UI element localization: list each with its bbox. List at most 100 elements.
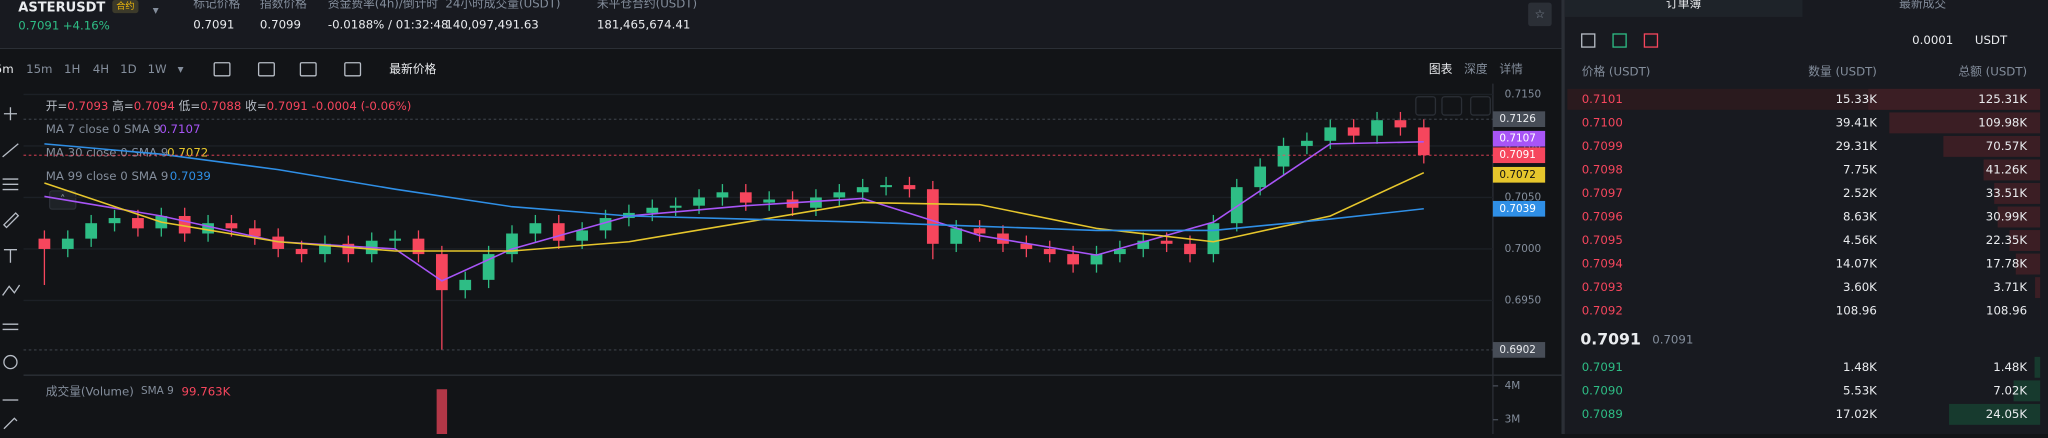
stat-label: 指数价格: [260, 0, 307, 10]
book-price: 0.7101: [1582, 92, 1623, 106]
candle-body: [459, 280, 471, 290]
view-tab[interactable]: 详情: [1499, 62, 1523, 76]
y-tick-label: 3M: [1505, 414, 1521, 426]
book-qty: 4.56K: [1843, 233, 1877, 247]
price-type[interactable]: 最新价格: [389, 62, 436, 76]
interval[interactable]: 1H: [64, 62, 80, 76]
tick-size[interactable]: 0.0001: [1912, 33, 1953, 47]
candle-body: [904, 185, 916, 189]
book-total: 30.99K: [1986, 209, 2028, 223]
book-price: 0.7092: [1582, 304, 1623, 318]
y-tick-label: 4M: [1505, 380, 1521, 392]
ohlc-part: 开=: [46, 98, 68, 112]
ohlc-part: 收=: [245, 98, 267, 112]
change: +4.16%: [63, 19, 110, 33]
column-header: 总额 (USDT): [1958, 64, 2027, 78]
last-price: 0.7091: [1580, 329, 1640, 348]
candle-body: [62, 239, 74, 249]
book-total: 109.98K: [1978, 115, 2027, 129]
unit[interactable]: USDT: [1975, 33, 2008, 47]
book-qty: 1.48K: [1843, 360, 1877, 374]
candle-body: [763, 200, 775, 203]
volume-sma: SMA 9: [141, 385, 174, 397]
interval[interactable]: 5m: [0, 62, 14, 76]
ohlc-part: -0.0004 (-0.06%): [312, 98, 412, 112]
book-qty: 108.96: [1836, 304, 1877, 318]
volume-bar: [437, 389, 447, 434]
y-tick-label: 0.7150: [1505, 88, 1542, 100]
book-qty: 39.41K: [1836, 115, 1878, 129]
book-price: 0.7099: [1582, 139, 1623, 153]
book-total: 125.31K: [1978, 92, 2027, 106]
candle-body: [974, 228, 986, 233]
book-price: 0.7096: [1582, 209, 1623, 223]
book-qty: 7.75K: [1843, 162, 1877, 176]
book-total: 70.57K: [1986, 139, 2028, 153]
interval[interactable]: 4H: [93, 62, 109, 76]
book-total: 108.96: [1986, 304, 2027, 318]
candle-body: [553, 223, 565, 241]
price-tag: 0.7039: [1499, 203, 1536, 215]
star-icon[interactable]: ☆: [1535, 7, 1546, 21]
price-tag: 0.7126: [1499, 113, 1536, 125]
price-tag: 0.7107: [1499, 133, 1536, 145]
book-price: 0.7090: [1582, 383, 1623, 397]
candle-body: [1161, 241, 1173, 244]
view-tab[interactable]: 图表: [1429, 62, 1453, 76]
ma-legend-value: 0.7039: [170, 169, 211, 183]
candle-body: [530, 223, 542, 233]
ma-legend-value: 0.7107: [159, 122, 200, 136]
price-tag: 0.6902: [1499, 344, 1536, 356]
interval[interactable]: 15m: [26, 62, 52, 76]
price: 0.7091: [18, 19, 59, 33]
book-qty: 5.53K: [1843, 383, 1877, 397]
ohlc-part: 0.7091: [267, 98, 308, 112]
book-total: 24.05K: [1986, 407, 2028, 421]
ma-legend: MA 7 close 0 SMA 9: [46, 122, 161, 136]
candle-body: [927, 189, 939, 244]
symbol[interactable]: ASTERUSDT: [18, 0, 105, 15]
view-tab[interactable]: 深度: [1464, 62, 1488, 76]
book-qty: 15.33K: [1836, 92, 1878, 106]
candle-body: [857, 187, 869, 192]
candle-body: [226, 223, 238, 228]
candle-body: [1254, 167, 1266, 188]
candle-body: [132, 218, 144, 228]
depth-bar: [2035, 277, 2040, 298]
candle-body: [833, 192, 845, 197]
volume-title: 成交量(Volume): [46, 385, 134, 399]
stat-value: 0.7099: [260, 17, 301, 31]
ohlc-part: 0.7088: [200, 98, 241, 112]
candle-body: [39, 239, 51, 249]
stat-label: 24小时成交量(USDT): [445, 0, 560, 10]
book-price: 0.7091: [1582, 360, 1623, 374]
candle-body: [1067, 254, 1079, 264]
candle-body: [717, 192, 729, 197]
book-qty: 8.63K: [1843, 209, 1877, 223]
book-qty: 2.52K: [1843, 186, 1877, 200]
interval[interactable]: 1W: [148, 62, 167, 76]
mark-price: 0.7091: [1652, 332, 1693, 346]
badge: 合约: [116, 0, 134, 12]
book-qty: 14.07K: [1836, 257, 1878, 271]
candle-body: [576, 230, 588, 240]
stat-label: 标记价格: [193, 0, 240, 10]
candle-body: [109, 218, 121, 223]
candle-body: [1044, 249, 1056, 254]
tab[interactable]: 最新成交: [1899, 0, 1946, 10]
stat-value: 0.7091: [193, 17, 234, 31]
stat-label: 未平仓合约(USDT): [597, 0, 697, 10]
candle-body: [1278, 146, 1290, 167]
y-tick-label: 0.6950: [1505, 294, 1542, 306]
book-total: 1.48K: [1993, 360, 2027, 374]
candle-body: [810, 197, 822, 207]
candle-body: [1301, 141, 1313, 146]
price-tag: 0.7072: [1499, 169, 1536, 181]
candle-body: [1395, 120, 1407, 127]
tab[interactable]: 订单簿: [1666, 0, 1701, 10]
book-total: 22.35K: [1986, 233, 2028, 247]
dropdown-icon[interactable]: ▾: [153, 3, 159, 17]
candle-body: [646, 208, 658, 213]
candle-body: [296, 249, 308, 254]
interval[interactable]: 1D: [120, 62, 137, 76]
